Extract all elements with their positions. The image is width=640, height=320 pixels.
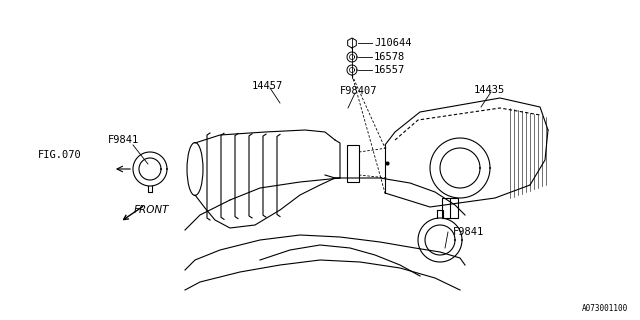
Text: F9841: F9841 <box>108 135 140 145</box>
Text: FRONT: FRONT <box>134 205 170 215</box>
Text: F98407: F98407 <box>340 86 378 96</box>
Text: 14435: 14435 <box>474 85 505 95</box>
Bar <box>347 145 359 182</box>
Bar <box>442 198 458 218</box>
Text: 14457: 14457 <box>252 81 284 91</box>
Text: A073001100: A073001100 <box>582 304 628 313</box>
Text: FIG.070: FIG.070 <box>38 150 82 160</box>
Text: 16578: 16578 <box>374 52 405 62</box>
Text: 16557: 16557 <box>374 65 405 75</box>
Text: J10644: J10644 <box>374 38 412 48</box>
Text: F9841: F9841 <box>453 227 484 237</box>
